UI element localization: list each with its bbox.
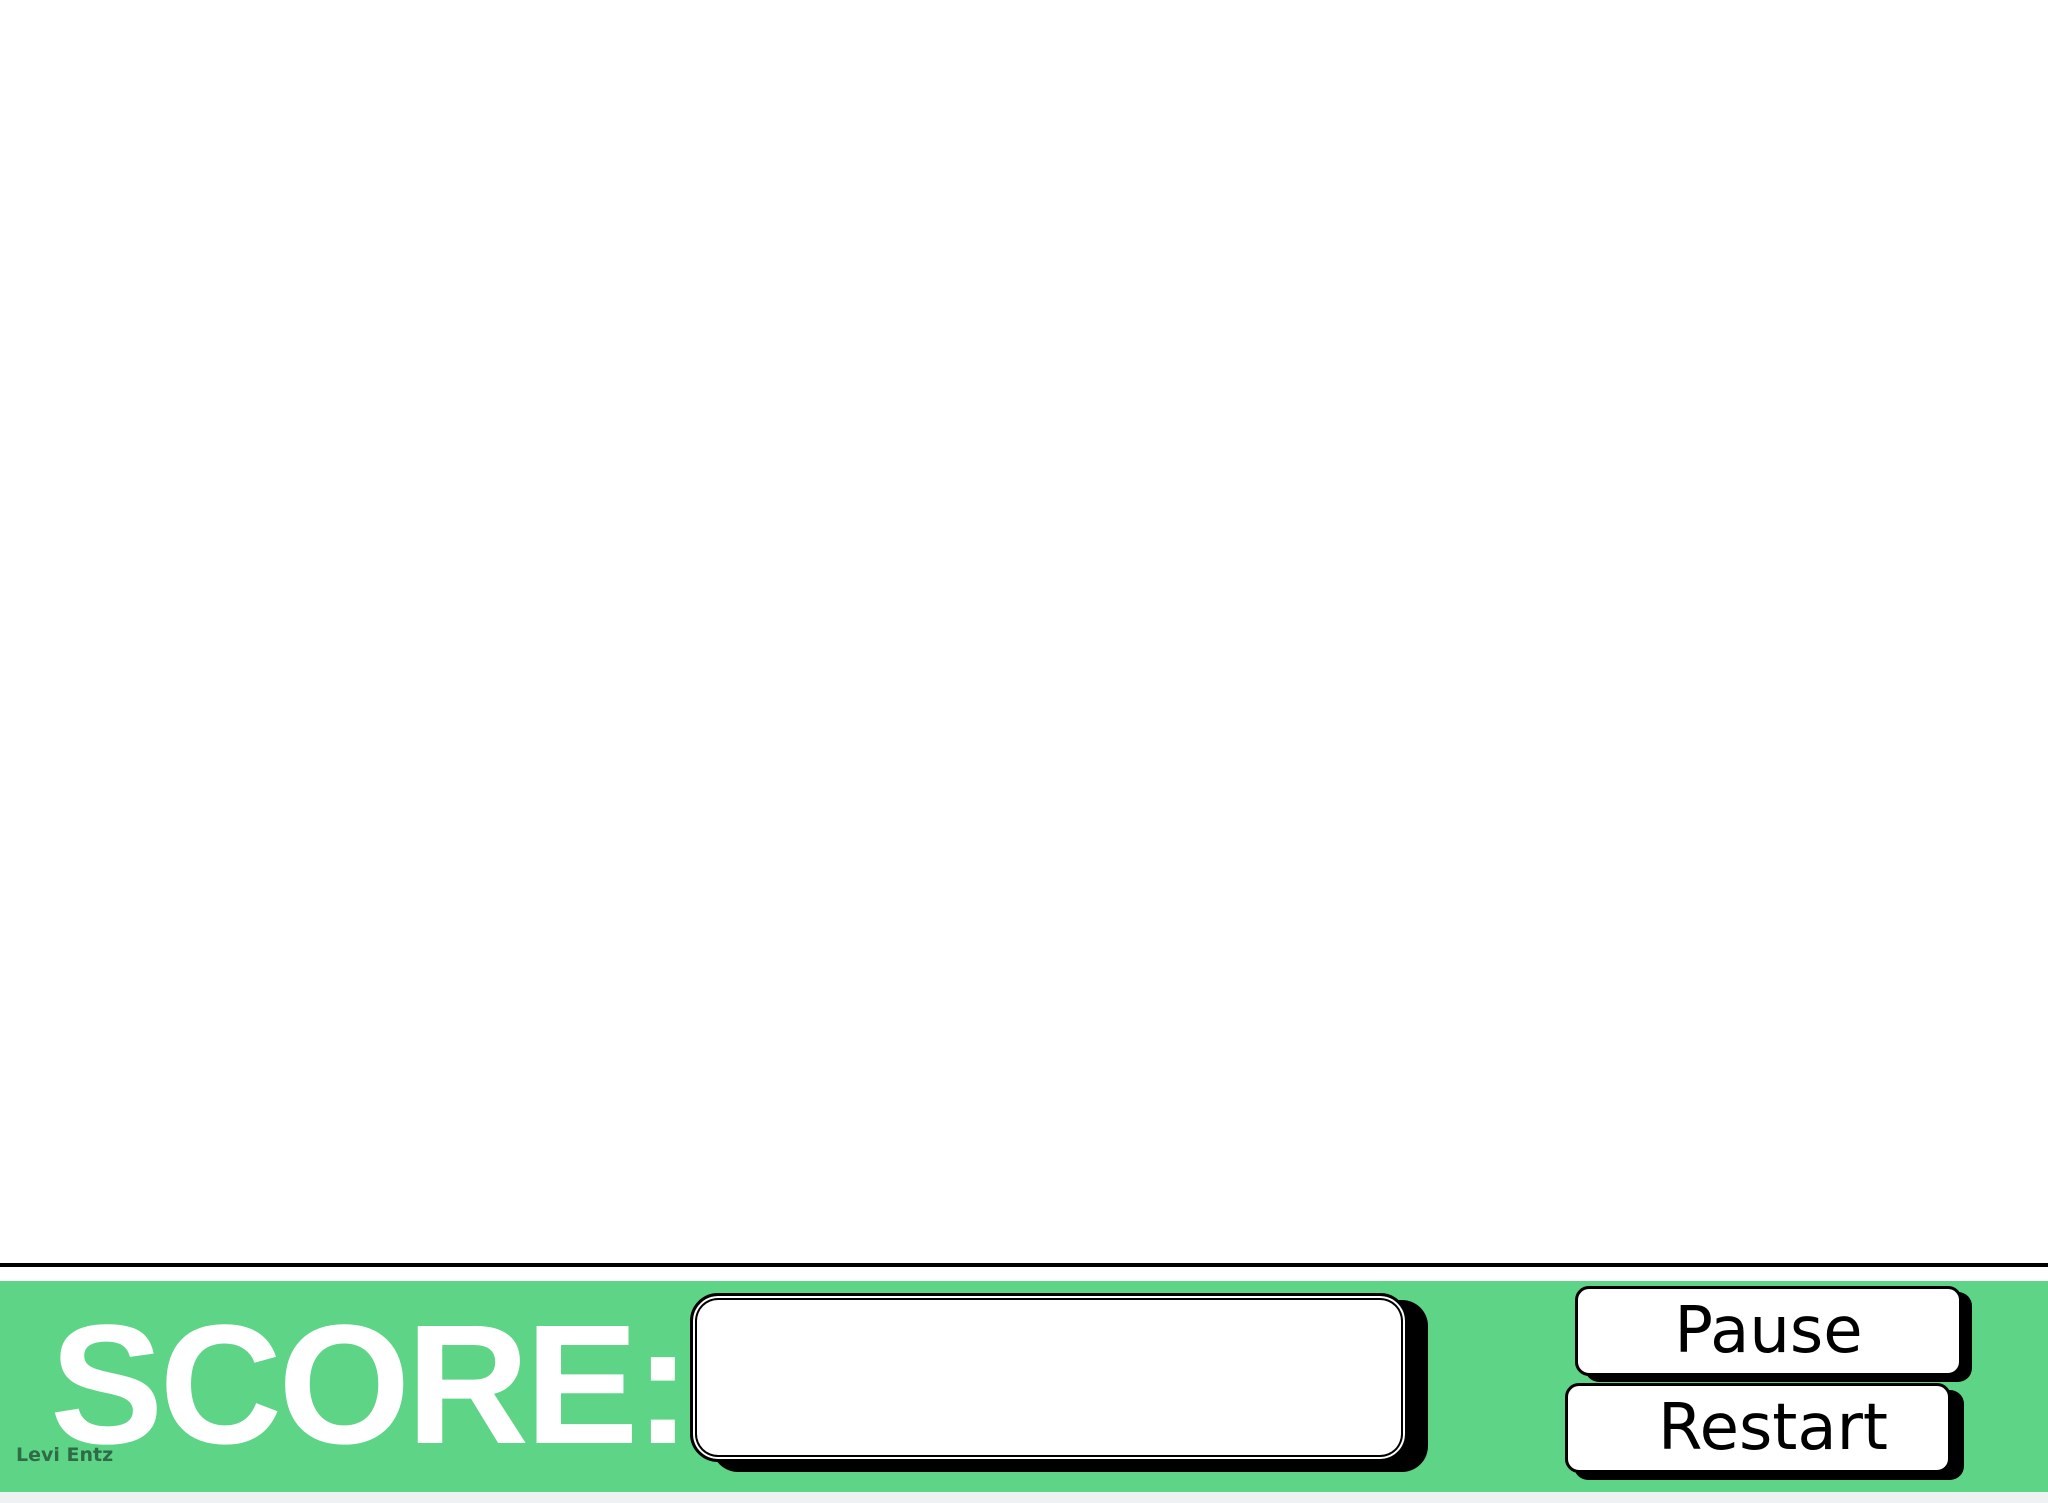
score-display — [690, 1293, 1408, 1462]
pause-button[interactable]: Pause — [1575, 1286, 1962, 1376]
hud-bottom-edge — [0, 1492, 2048, 1503]
score-label: SCORE: — [50, 1290, 691, 1480]
pause-button-label: Pause — [1674, 1294, 1863, 1368]
game-canvas[interactable] — [0, 0, 2048, 1263]
restart-button[interactable]: Restart — [1565, 1383, 1951, 1473]
score-value — [693, 1296, 1405, 1459]
hud-divider-line — [0, 1263, 2048, 1267]
author-credit: Levi Entz — [16, 1444, 114, 1466]
restart-button-label: Restart — [1657, 1391, 1889, 1465]
